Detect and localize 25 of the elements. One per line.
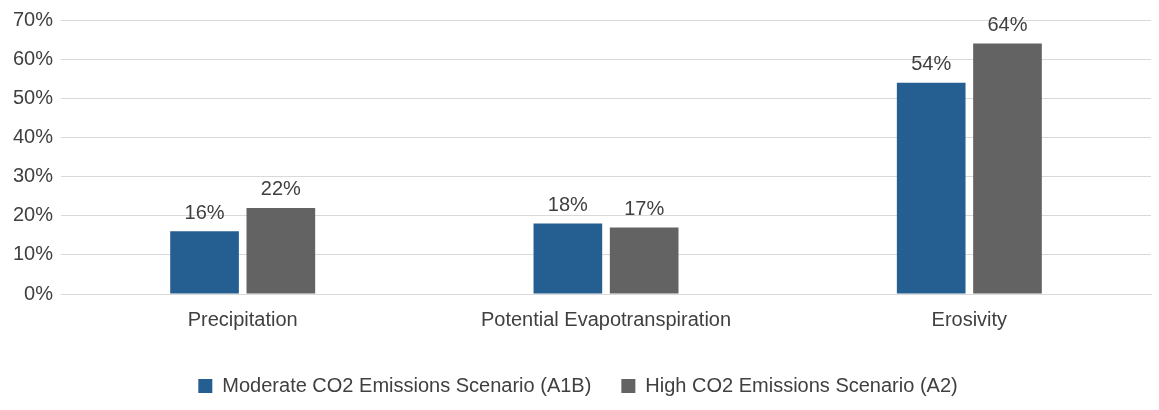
y-tick-label: 10% bbox=[13, 242, 54, 265]
bar bbox=[170, 231, 239, 294]
bar bbox=[609, 227, 679, 294]
bar bbox=[896, 82, 966, 294]
y-tick-label: 40% bbox=[13, 124, 54, 147]
bar bbox=[246, 207, 316, 294]
bar bbox=[533, 223, 603, 294]
y-tick-label: 0% bbox=[24, 281, 54, 304]
y-tick-label: 60% bbox=[13, 46, 54, 69]
y-tick-label: 30% bbox=[13, 164, 54, 187]
data-label: 54% bbox=[911, 52, 952, 75]
data-label: 18% bbox=[547, 193, 589, 216]
y-tick-label: 20% bbox=[13, 203, 54, 226]
data-label: 17% bbox=[624, 196, 665, 219]
x-tick-label: Erosivity bbox=[931, 307, 1008, 330]
y-tick-label: 70% bbox=[13, 7, 54, 30]
x-tick-label: Potential Evapotranspiration bbox=[480, 307, 732, 330]
y-tick-label: 50% bbox=[13, 85, 54, 108]
bar bbox=[973, 43, 1042, 294]
legend-label: High CO2 Emissions Scenario (A2) bbox=[645, 373, 958, 396]
data-label: 64% bbox=[987, 13, 1028, 35]
data-label: 16% bbox=[184, 200, 225, 223]
legend-label: Moderate CO2 Emissions Scenario (A1B) bbox=[222, 373, 592, 396]
x-tick-label: Precipitation bbox=[187, 307, 298, 330]
data-label: 22% bbox=[260, 177, 302, 200]
